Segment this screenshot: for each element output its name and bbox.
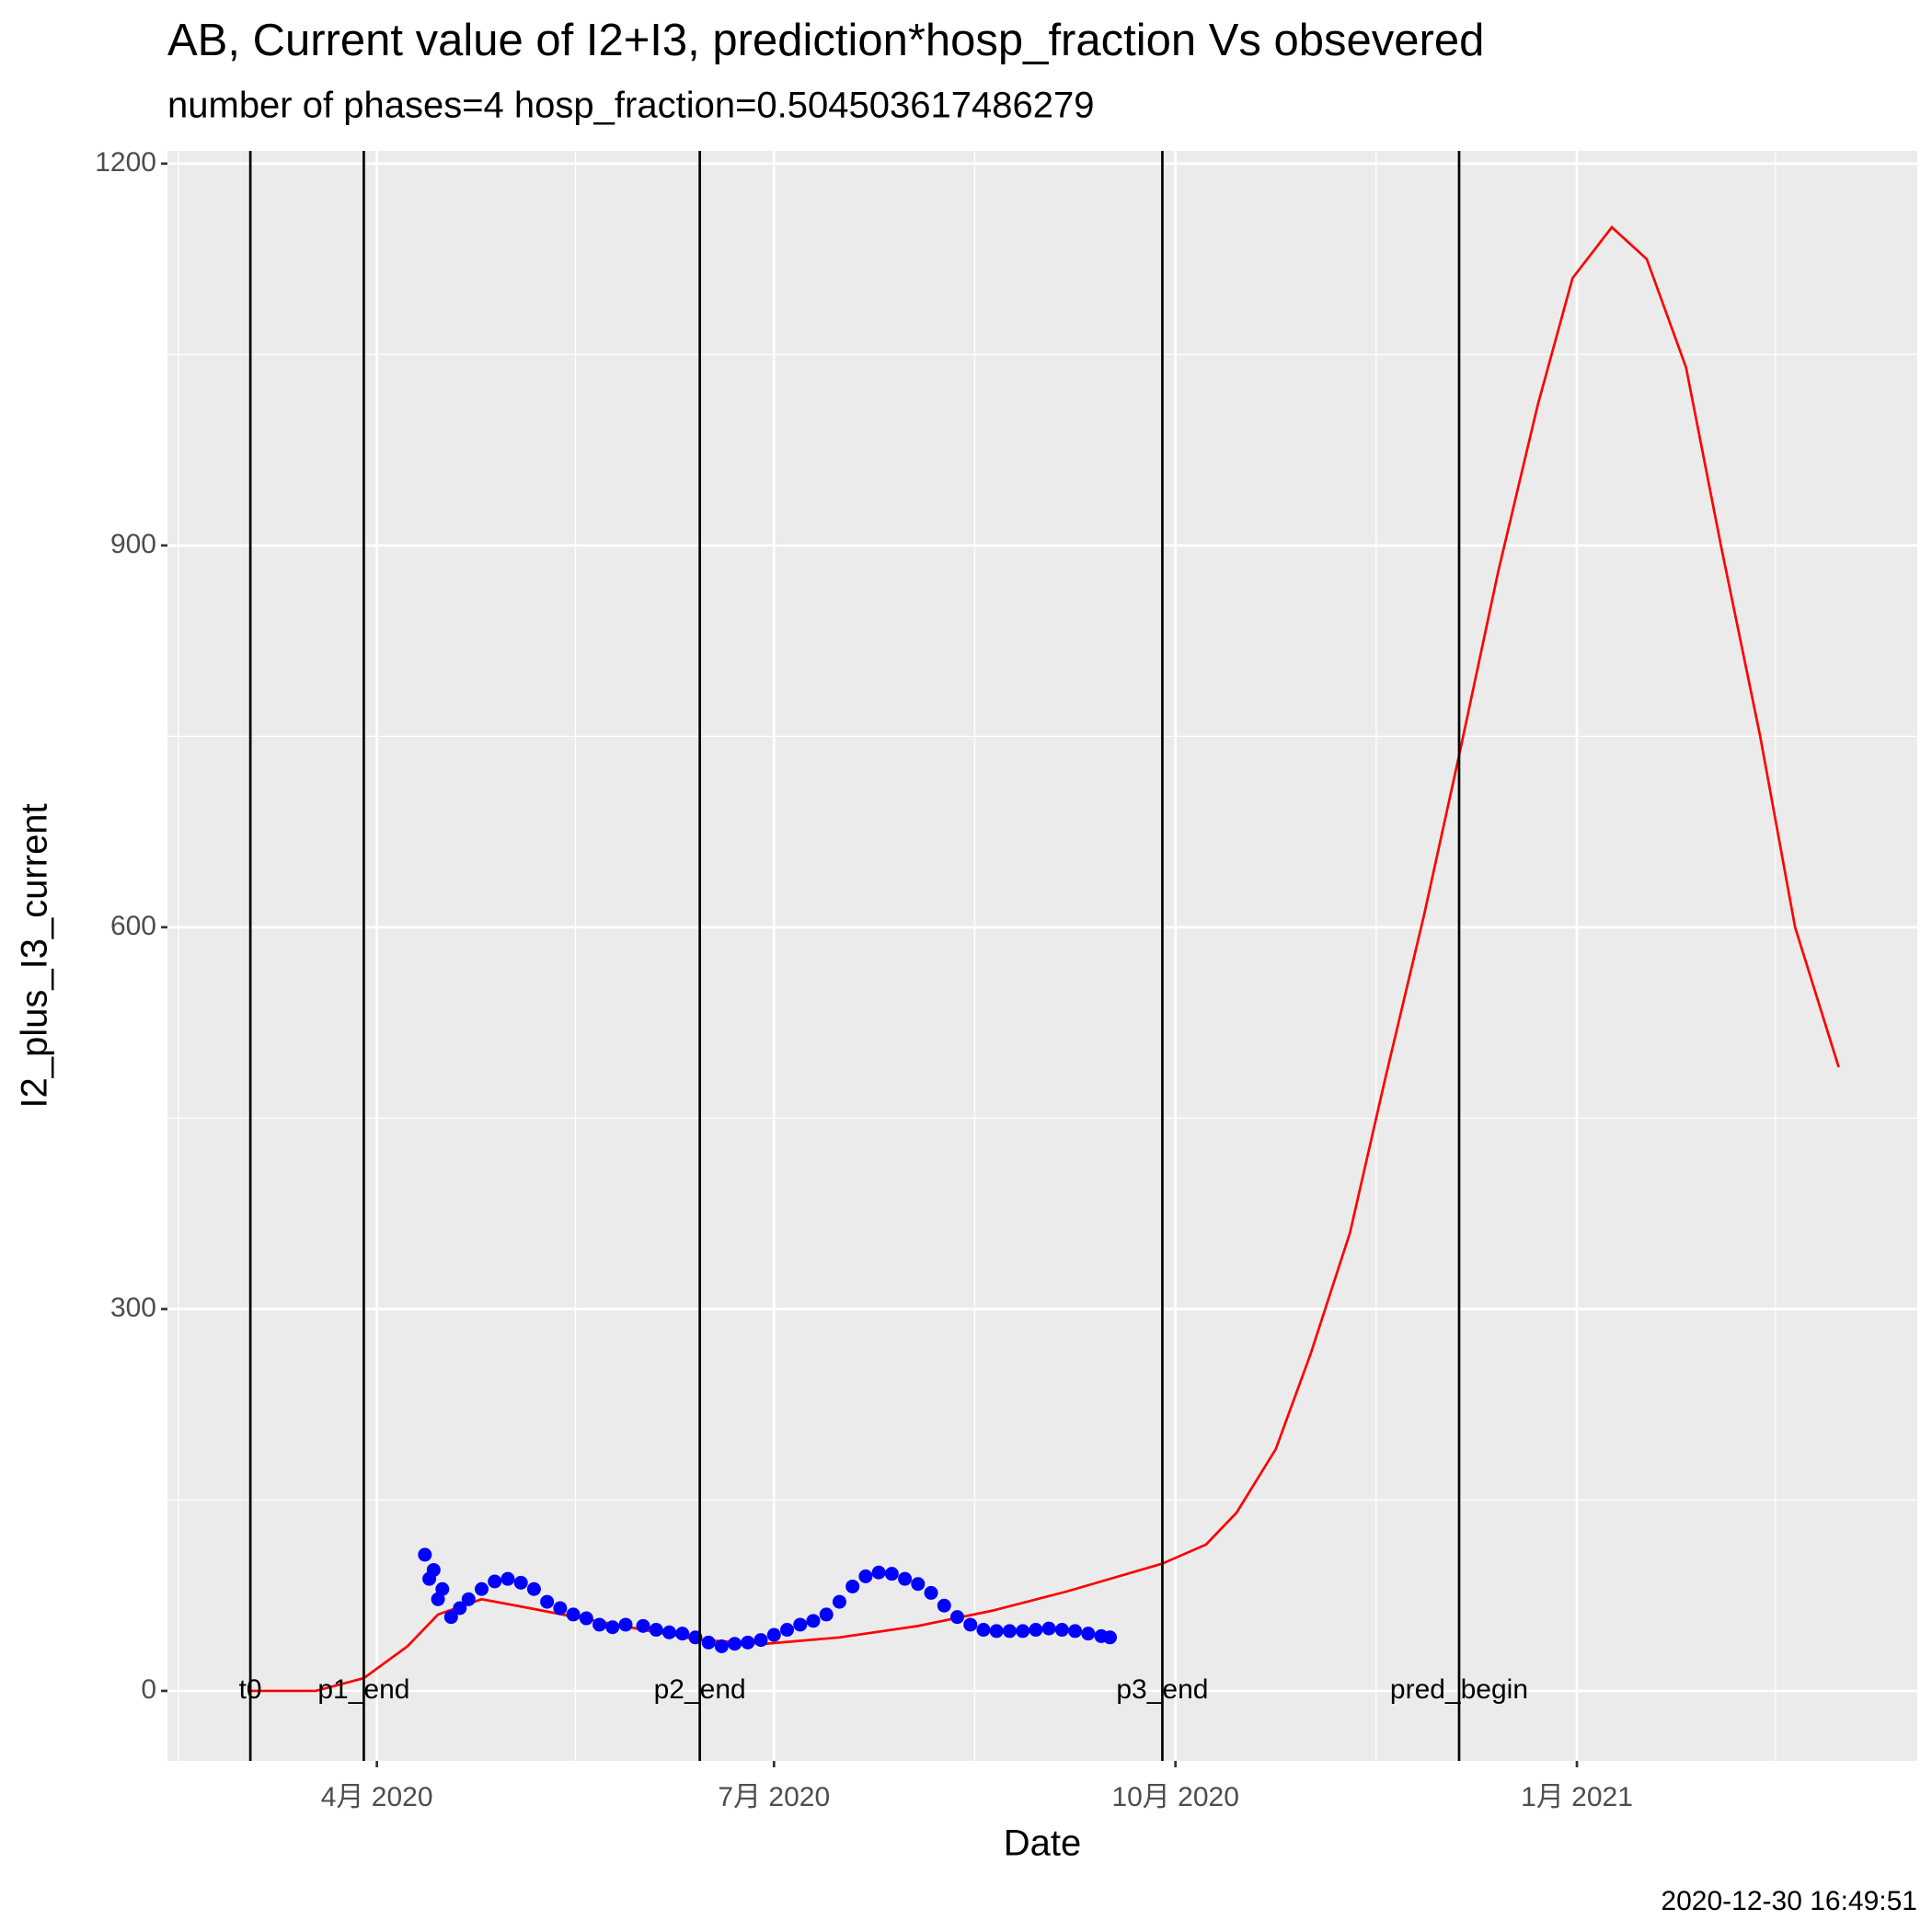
data-point <box>453 1601 467 1616</box>
data-point <box>832 1594 846 1609</box>
data-point <box>766 1627 781 1642</box>
data-point <box>513 1575 528 1590</box>
data-point <box>618 1617 633 1632</box>
phase-label: pred_begin <box>1390 1674 1528 1705</box>
line-series <box>250 225 1840 1693</box>
chart-subtitle: number of phases=4 hosp_fraction=0.50450… <box>167 86 1094 126</box>
x-tick-label: 4月 2020 <box>321 1782 433 1812</box>
data-point <box>526 1581 541 1596</box>
phase-label: t0 <box>239 1674 262 1705</box>
data-point <box>871 1565 886 1580</box>
data-point <box>488 1574 502 1589</box>
data-point <box>1029 1623 1043 1638</box>
caption: 2020-12-30 16:49:51 <box>1661 1886 1917 1916</box>
phase-label: p1_end <box>317 1674 409 1705</box>
y-tick-label: 1200 <box>95 147 156 178</box>
data-point <box>579 1611 593 1626</box>
data-point <box>435 1581 450 1596</box>
data-point <box>806 1614 821 1628</box>
data-point <box>1041 1621 1056 1636</box>
data-point <box>741 1635 755 1650</box>
y-tick-label: 600 <box>110 911 156 941</box>
data-point <box>553 1601 568 1616</box>
y-tick-label: 0 <box>141 1674 156 1705</box>
data-point <box>858 1569 873 1583</box>
data-point <box>675 1627 690 1641</box>
data-point <box>605 1620 620 1635</box>
data-point <box>884 1567 899 1581</box>
data-point <box>1068 1624 1083 1639</box>
data-point <box>566 1607 581 1622</box>
y-tick-label: 900 <box>110 529 156 559</box>
x-tick-label: 7月 2020 <box>718 1782 830 1812</box>
data-point <box>461 1592 476 1606</box>
chart-title: AB, Current value of I2+I3, prediction*h… <box>167 16 1484 65</box>
data-point <box>661 1625 676 1639</box>
data-point <box>898 1571 913 1586</box>
data-point <box>1002 1624 1017 1639</box>
data-point <box>1081 1627 1096 1641</box>
data-point <box>1054 1623 1069 1638</box>
data-point <box>1103 1630 1118 1645</box>
data-point <box>924 1585 938 1600</box>
x-tick-label: 1月 2021 <box>1521 1782 1633 1812</box>
data-point <box>443 1610 458 1625</box>
data-point <box>963 1617 978 1632</box>
data-point <box>714 1639 729 1653</box>
y-axis-title: I2_plus_I3_current <box>15 803 55 1108</box>
phase-label: p2_end <box>654 1674 746 1705</box>
data-point <box>728 1637 742 1651</box>
x-axis-title: Date <box>1004 1823 1082 1864</box>
data-point <box>418 1547 432 1562</box>
data-point <box>937 1598 951 1613</box>
x-tick-label: 10月 2020 <box>1111 1782 1238 1812</box>
data-point <box>845 1579 860 1593</box>
data-point <box>950 1610 965 1625</box>
data-point <box>592 1617 607 1632</box>
data-point <box>701 1635 716 1650</box>
data-point <box>1016 1624 1030 1639</box>
data-point <box>540 1594 555 1609</box>
data-point <box>636 1618 650 1633</box>
data-point <box>976 1623 991 1638</box>
data-point <box>989 1624 1004 1639</box>
data-point <box>911 1577 926 1592</box>
data-point <box>475 1581 489 1596</box>
data-point <box>500 1571 515 1586</box>
plot-panel <box>167 151 1917 1761</box>
data-point <box>793 1617 808 1632</box>
data-point <box>649 1623 663 1638</box>
phase-label: p3_end <box>1116 1674 1208 1705</box>
y-tick-label: 300 <box>110 1293 156 1323</box>
data-point <box>426 1562 441 1577</box>
data-point <box>819 1607 834 1622</box>
data-point <box>753 1633 768 1648</box>
data-point <box>780 1623 795 1638</box>
